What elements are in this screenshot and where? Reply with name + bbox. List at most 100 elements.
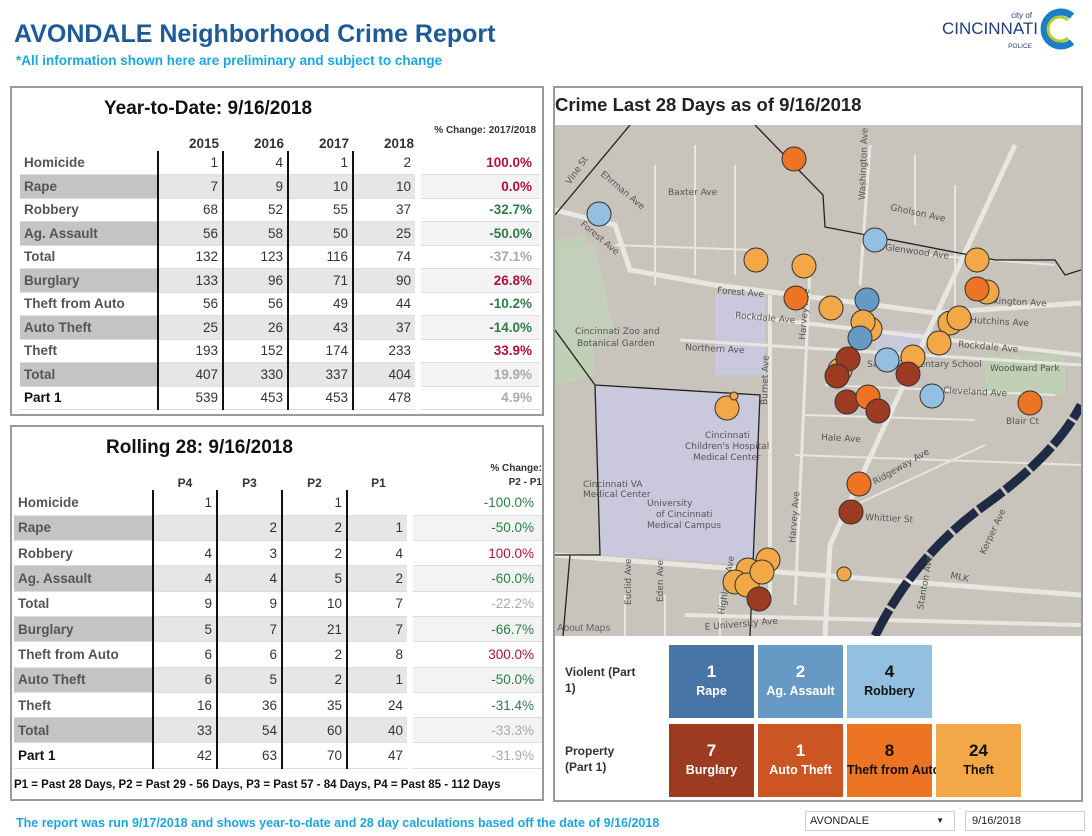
table-row: Total 407 330 337 404 19.9% bbox=[20, 362, 540, 387]
table-row: Part 1 42 63 70 47 -31.9% bbox=[14, 742, 542, 769]
map-panel: Crime Last 28 Days as of 9/16/2018 bbox=[553, 86, 1083, 802]
pct-change: -50.0% bbox=[407, 667, 542, 693]
row-label: Homicide bbox=[14, 490, 153, 516]
summary-tile-robbery[interactable]: 4 Robbery bbox=[847, 645, 932, 718]
incident-marker[interactable] bbox=[964, 276, 990, 302]
cell-value: 56 bbox=[222, 292, 288, 316]
summary-tile-theft-from-auto[interactable]: 8 Theft from Auto bbox=[847, 724, 940, 797]
cell-value: 337 bbox=[287, 362, 353, 387]
incident-marker[interactable] bbox=[846, 471, 872, 497]
incident-marker[interactable] bbox=[818, 295, 844, 321]
col-header: 2018 bbox=[383, 136, 414, 151]
cell-value: 233 bbox=[352, 339, 418, 363]
cell-value: 2 bbox=[352, 151, 418, 175]
table-row: Total 132 123 116 74 -37.1% bbox=[20, 245, 540, 269]
incident-marker[interactable] bbox=[586, 201, 612, 227]
table-row: Burglary 133 96 71 90 26.8% bbox=[20, 268, 540, 293]
pct-change: 300.0% bbox=[407, 641, 542, 668]
incident-marker[interactable] bbox=[854, 287, 880, 313]
cell-value: 9 bbox=[222, 174, 288, 199]
incident-marker[interactable] bbox=[834, 389, 860, 415]
row-label: Burglary bbox=[14, 616, 153, 643]
col-header: P4 bbox=[177, 476, 193, 490]
table-row: Burglary 5 7 21 7 -66.7% bbox=[14, 616, 542, 643]
neighborhood-value: AVONDALE bbox=[810, 815, 870, 827]
pct-change: 100.0% bbox=[415, 151, 540, 175]
cell-value bbox=[216, 490, 282, 516]
incident-markers bbox=[586, 146, 1043, 612]
incident-marker[interactable] bbox=[964, 247, 990, 273]
row-label: Part 1 bbox=[20, 386, 158, 410]
cell-value: 2 bbox=[281, 667, 347, 693]
tile-count: 4 bbox=[884, 662, 895, 681]
map-label: Hutchins Ave bbox=[970, 316, 1030, 329]
summary-tile-auto-theft[interactable]: 1 Auto Theft bbox=[758, 724, 843, 797]
incident-marker[interactable] bbox=[746, 586, 772, 612]
table-row: Auto Theft 6 5 2 1 -50.0% bbox=[14, 667, 542, 693]
incident-marker[interactable] bbox=[847, 325, 873, 351]
incident-marker[interactable] bbox=[749, 559, 775, 585]
cell-value: 9 bbox=[152, 591, 217, 617]
incident-marker[interactable] bbox=[865, 398, 891, 424]
cell-value: 70 bbox=[281, 742, 347, 769]
incident-marker[interactable] bbox=[919, 383, 945, 409]
cell-value: 3 bbox=[216, 540, 282, 567]
incident-marker[interactable] bbox=[838, 499, 864, 525]
incident-marker[interactable] bbox=[862, 227, 888, 253]
tile-count: 2 bbox=[795, 662, 806, 681]
map-label: E University Ave bbox=[704, 617, 778, 633]
pct-change: -33.3% bbox=[407, 717, 542, 744]
map-label: Lexington Ave bbox=[983, 296, 1047, 309]
incident-marker[interactable] bbox=[1017, 390, 1043, 416]
table-row: Theft 193 152 174 233 33.9% bbox=[20, 339, 540, 363]
cell-value: 7 bbox=[346, 591, 410, 617]
cell-value: 10 bbox=[281, 591, 347, 617]
tile-label: Theft bbox=[963, 763, 994, 777]
map-label: Hale Ave bbox=[821, 433, 862, 445]
map-label: Medical Center bbox=[693, 453, 761, 463]
tile-label: Auto Theft bbox=[769, 763, 832, 777]
pct-change: 4.9% bbox=[415, 386, 540, 410]
col-header: 2015 bbox=[188, 136, 219, 151]
cell-value: 133 bbox=[157, 268, 223, 293]
incident-marker[interactable] bbox=[783, 285, 809, 311]
col-header: 2016 bbox=[253, 136, 284, 151]
row-label: Rape bbox=[14, 515, 153, 542]
incident-marker[interactable] bbox=[836, 566, 852, 582]
cell-value: 36 bbox=[216, 692, 282, 719]
date-input[interactable]: 9/16/2018 bbox=[965, 811, 1085, 831]
tile-count: 1 bbox=[706, 662, 717, 681]
cell-value: 478 bbox=[352, 386, 418, 410]
cell-value bbox=[346, 490, 410, 516]
incident-marker[interactable] bbox=[781, 146, 807, 172]
summary-tile-ag-assault[interactable]: 2 Ag. Assault bbox=[758, 645, 843, 718]
summary-tile-theft[interactable]: 24 Theft bbox=[936, 724, 1021, 797]
cell-value: 1 bbox=[281, 490, 347, 516]
incident-marker[interactable] bbox=[895, 361, 921, 387]
neighborhood-select[interactable]: AVONDALE ▼ bbox=[805, 811, 955, 831]
row-label: Part 1 bbox=[14, 742, 153, 769]
incident-marker[interactable] bbox=[946, 305, 972, 331]
incident-marker[interactable] bbox=[714, 395, 740, 421]
table-row: Theft 16 36 35 24 -31.4% bbox=[14, 692, 542, 719]
summary-tile-rape[interactable]: 1 Rape bbox=[669, 645, 754, 718]
table-row: Robbery 68 52 55 37 -32.7% bbox=[20, 198, 540, 222]
incident-marker[interactable] bbox=[874, 347, 900, 373]
incident-marker[interactable] bbox=[926, 330, 952, 356]
table-row: Total 33 54 60 40 -33.3% bbox=[14, 717, 542, 744]
summary-tile-burglary[interactable]: 7 Burglary bbox=[669, 724, 754, 797]
cell-value: 453 bbox=[287, 386, 353, 410]
tile-label: Burglary bbox=[685, 763, 738, 777]
about-maps-link[interactable]: About Maps bbox=[557, 623, 611, 634]
cell-value: 44 bbox=[352, 292, 418, 316]
cincinnati-police-logo: city of CINCINNATI POLICE bbox=[942, 8, 1075, 50]
incident-marker[interactable] bbox=[791, 253, 817, 279]
incident-marker[interactable] bbox=[824, 363, 850, 389]
incident-marker[interactable] bbox=[729, 391, 739, 401]
tile-count: 24 bbox=[969, 741, 988, 760]
incident-marker[interactable] bbox=[743, 247, 769, 273]
crime-map[interactable]: Baxter Ave Ehrman Ave Vine St Forest Ave For… bbox=[555, 125, 1081, 636]
period-legend: P1 = Past 28 Days, P2 = Past 29 - 56 Day… bbox=[14, 779, 501, 791]
cell-value: 37 bbox=[352, 198, 418, 222]
